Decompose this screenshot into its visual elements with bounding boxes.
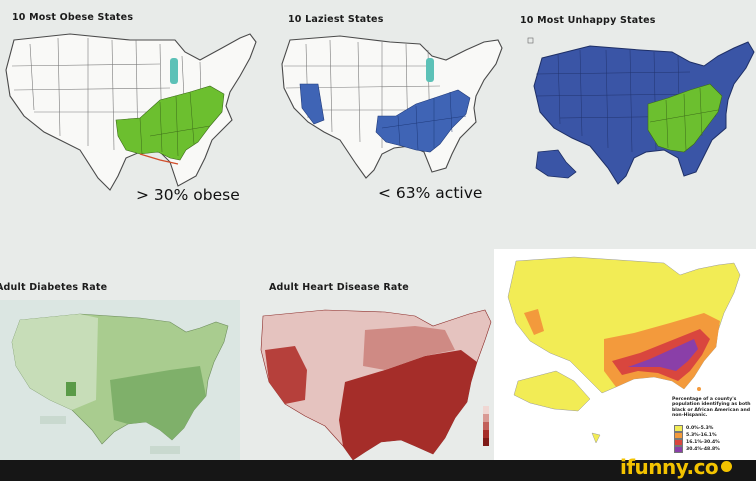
lazy-panel: 10 Laziest States < 63% active: [270, 0, 515, 220]
obese-highlight: [115, 85, 225, 161]
southeast-darker: [110, 366, 206, 440]
colorbar: [483, 406, 489, 446]
west-lighter: [12, 314, 98, 410]
legend-label: 0.0%-5.3%: [686, 425, 714, 431]
expand-icon: [527, 37, 534, 44]
midwest-mid: [363, 326, 455, 370]
hawaii: [591, 432, 601, 444]
lazy-map: [281, 35, 503, 179]
lazy-caption: < 63% active: [378, 184, 483, 202]
four-corners: [66, 382, 76, 396]
florida-tip: [697, 387, 701, 391]
ifunny-logo-icon: [721, 461, 733, 472]
southeast-dark: [339, 350, 477, 460]
unhappy-map: [527, 37, 755, 185]
watermark-text: ifunny.co: [620, 455, 719, 479]
lazy-title: 10 Laziest States: [288, 14, 384, 25]
alaska: [513, 370, 591, 412]
black-belt-purple: [628, 339, 698, 371]
map-labels: [40, 416, 180, 454]
legend-swatch: [674, 431, 683, 439]
legend-label: 16.1%-30.4%: [686, 439, 720, 445]
great-lakes: [170, 58, 178, 84]
legend-swatch: [674, 424, 683, 432]
legend-swatch: [674, 438, 683, 446]
unhappy-panel: 10 Most Unhappy States: [520, 0, 756, 220]
bottom-bar: [0, 460, 756, 481]
heart-title: Adult Heart Disease Rate: [269, 282, 409, 293]
us-base: [533, 41, 755, 185]
legend-label: 30.4%-48.8%: [686, 446, 720, 452]
obese-panel: 10 Most Obese States > 30% obese: [0, 0, 260, 220]
legend-swatch: [674, 445, 683, 453]
unhappy-title: 10 Most Unhappy States: [520, 15, 656, 26]
obese-map: [5, 33, 257, 191]
inset-map: [507, 256, 741, 444]
us-outline: [281, 35, 503, 179]
heart-map: [260, 309, 492, 461]
southwest-dark: [265, 346, 307, 404]
gulf-coast-line: [139, 153, 179, 165]
legend-item: 30.4%-48.8%: [674, 445, 720, 453]
diabetes-panel: Adult Diabetes Rate: [0, 270, 240, 460]
nevada-highlight: [299, 83, 325, 125]
diabetes-title: Adult Diabetes Rate: [0, 282, 108, 293]
alaska: [535, 149, 577, 179]
obese-title: 10 Most Obese States: [12, 12, 134, 23]
legend-item: 16.1%-30.4%: [674, 438, 720, 446]
great-lakes: [426, 58, 434, 82]
diabetes-map: [0, 300, 240, 460]
ifunny-watermark: ifunny.co: [620, 455, 733, 479]
legend-title: Percentage of a county's population iden…: [672, 397, 751, 419]
legend-item: 5.3%-16.1%: [674, 431, 717, 439]
legend-item: 0.0%-5.3%: [674, 424, 714, 432]
legend-label: 5.3%-16.1%: [686, 432, 717, 438]
obese-caption: > 30% obese: [136, 186, 240, 204]
southwest-orange: [524, 309, 544, 335]
heart-panel: Adult Heart Disease Rate: [255, 270, 495, 461]
inset-map-panel: Percentage of a county's population iden…: [494, 249, 756, 462]
